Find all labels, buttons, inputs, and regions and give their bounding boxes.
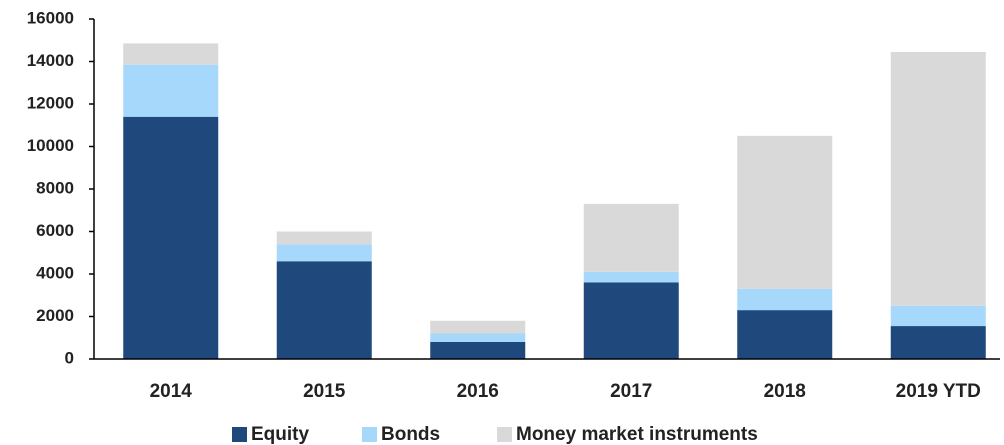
legend-label: Money market instruments: [516, 424, 758, 445]
bar-segment: [737, 288, 833, 311]
y-tick-label: 16000: [27, 8, 74, 27]
x-tick-label: 2018: [764, 381, 806, 402]
y-tick-label: 12000: [27, 93, 74, 112]
y-tick-label: 6000: [36, 221, 74, 240]
bar-segment: [430, 320, 526, 334]
y-tick-label: 10000: [27, 136, 74, 155]
y-tick-label: 0: [65, 348, 74, 367]
legend-label: Bonds: [381, 424, 440, 445]
x-tick-label: 2016: [457, 381, 499, 402]
bar-segment: [276, 244, 372, 262]
x-tick-label: 2019 YTD: [896, 381, 981, 402]
bar-segment: [430, 333, 526, 342]
bar-segment: [276, 231, 372, 245]
bar-segment: [583, 271, 679, 283]
legend-label: Equity: [251, 424, 309, 445]
y-tick-label: 2000: [36, 306, 74, 325]
y-tick-label: 14000: [27, 51, 74, 70]
y-tick-label: 8000: [36, 178, 74, 197]
bar-segment: [890, 305, 986, 327]
bar-segment: [123, 43, 219, 65]
legend-swatch: [232, 427, 247, 442]
bar-segment: [737, 310, 833, 359]
y-tick-label: 4000: [36, 263, 74, 282]
legend-swatch: [362, 427, 377, 442]
x-tick-label: 2014: [150, 381, 193, 402]
bar-segment: [583, 282, 679, 359]
bar-segment: [123, 116, 219, 359]
bar-segment: [583, 203, 679, 272]
bar-segment: [737, 135, 833, 289]
x-tick-label: 2015: [303, 381, 346, 402]
bar-segment: [890, 326, 986, 359]
bar-segment: [430, 342, 526, 359]
bar-segment: [123, 64, 219, 117]
x-tick-label: 2017: [610, 381, 652, 402]
bar-segment: [276, 261, 372, 359]
bar-segment: [890, 51, 986, 306]
legend-swatch: [497, 427, 512, 442]
